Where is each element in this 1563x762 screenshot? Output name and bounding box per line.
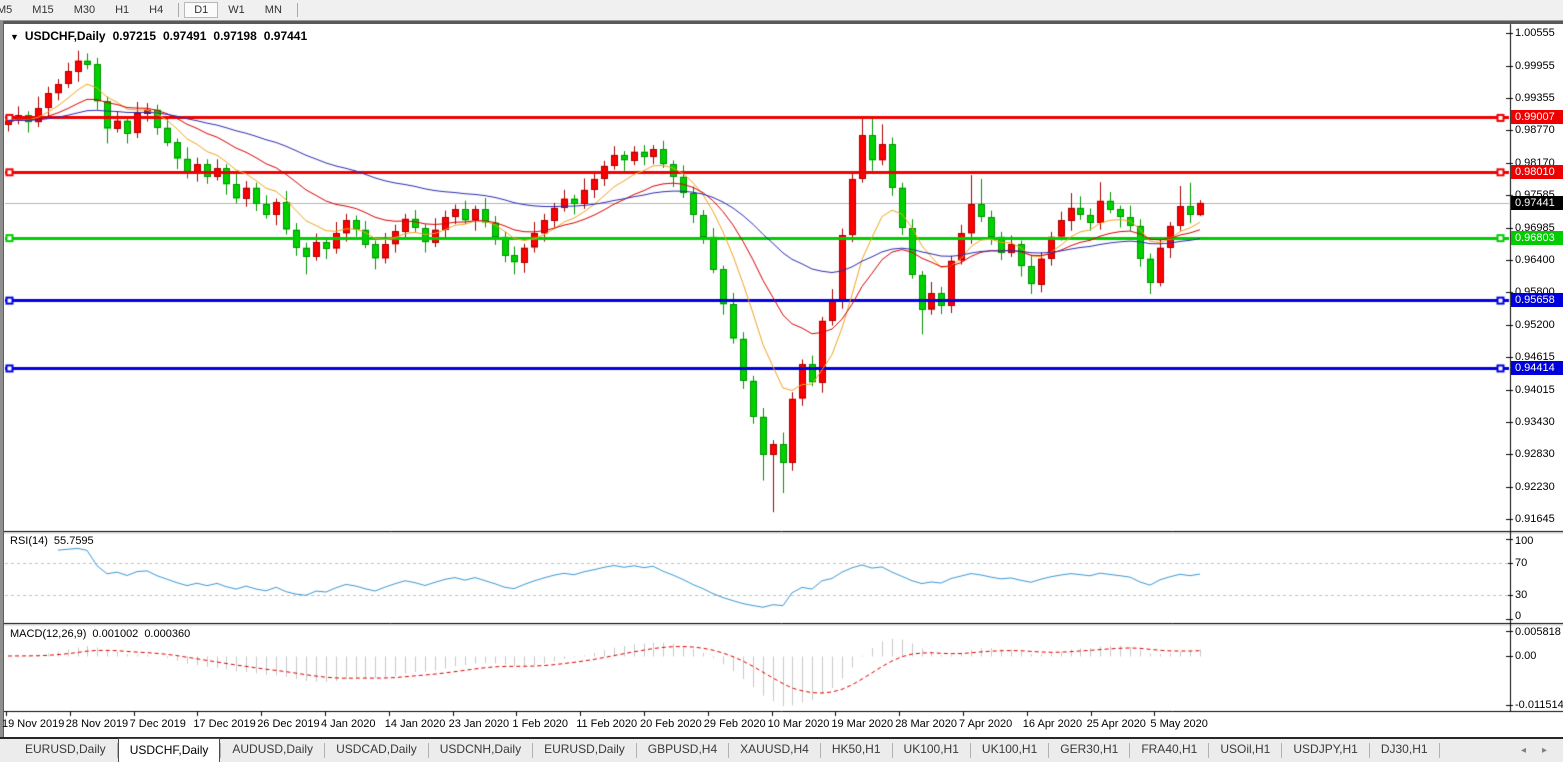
price-line-badge: 0.96803 bbox=[1511, 230, 1563, 245]
price-line-badge: 0.94414 bbox=[1511, 360, 1563, 375]
price-axis-label: 0.92230 bbox=[1515, 481, 1555, 494]
tab-separator bbox=[1281, 743, 1283, 758]
price-axis-label: 0.99355 bbox=[1515, 92, 1555, 105]
rsi-axis-label: 100 bbox=[1515, 535, 1534, 547]
price-line-badge: 0.95658 bbox=[1511, 293, 1563, 308]
date-axis-label: 26 Dec 2019 bbox=[257, 718, 320, 730]
rsi-axis-label: 70 bbox=[1515, 557, 1528, 569]
tab-separator bbox=[427, 743, 429, 758]
tab-separator bbox=[1438, 743, 1440, 758]
window-frame-left bbox=[0, 21, 4, 737]
date-axis-label: 19 Mar 2020 bbox=[831, 718, 894, 730]
tab-uk100-h1-10[interactable]: UK100,H1 bbox=[981, 742, 1038, 756]
tab-usoil-h1-13[interactable]: USOil,H1 bbox=[1220, 742, 1271, 756]
price-axis-label: 0.99955 bbox=[1515, 59, 1555, 72]
chart-title-symbol: USDCHF,Daily bbox=[24, 29, 106, 43]
price-axis-label: 0.96400 bbox=[1515, 253, 1555, 266]
tab-hk50-h1-8[interactable]: HK50,H1 bbox=[831, 742, 881, 756]
price-axis-label: 0.94015 bbox=[1515, 383, 1555, 396]
date-axis-label: 17 Dec 2019 bbox=[193, 718, 256, 730]
tab-scroll-left-button[interactable]: ◂ bbox=[1520, 745, 1526, 756]
rsi-indicator-value: 55.7595 bbox=[53, 535, 94, 547]
chart-title-close: 0.97441 bbox=[263, 29, 308, 43]
tab-gbpusd-h4-6[interactable]: GBPUSD,H4 bbox=[647, 742, 718, 756]
date-axis-label: 19 Nov 2019 bbox=[2, 718, 65, 730]
rsi-axis-label: 0 bbox=[1515, 610, 1522, 622]
chart-title-low: 0.97198 bbox=[213, 29, 257, 43]
tab-separator bbox=[1048, 743, 1050, 758]
macd-axis-label: -0.011514 bbox=[1515, 699, 1563, 711]
tab-eurusd-daily-0[interactable]: EURUSD,Daily bbox=[25, 742, 106, 756]
tab-separator bbox=[1368, 743, 1370, 758]
price-line-badge: 0.99007 bbox=[1511, 110, 1563, 125]
date-axis-label: 29 Feb 2020 bbox=[703, 718, 766, 730]
price-axis-label: 0.94615 bbox=[1515, 351, 1555, 363]
tab-usdcnh-daily-4[interactable]: USDCNH,Daily bbox=[439, 742, 522, 756]
price-axis-label: 0.93430 bbox=[1515, 415, 1555, 428]
date-axis-label: 5 May 2020 bbox=[1150, 718, 1208, 730]
tab-separator bbox=[324, 743, 326, 758]
tab-separator bbox=[891, 743, 893, 758]
price-axis-label: 0.91645 bbox=[1515, 513, 1555, 525]
date-axis-label: 14 Jan 2020 bbox=[384, 718, 446, 730]
date-axis-label: 28 Nov 2019 bbox=[65, 718, 129, 730]
tab-separator bbox=[1208, 743, 1210, 758]
tab-separator bbox=[728, 743, 730, 758]
chart-tab-bar: EURUSD,Daily USDCHF,Daily AUDUSD,Daily USDC… bbox=[0, 737, 1563, 762]
date-axis-label: 4 Jan 2020 bbox=[321, 718, 376, 730]
date-axis-label: 1 Feb 2020 bbox=[512, 718, 569, 730]
date-axis-label: 10 Mar 2020 bbox=[767, 718, 830, 730]
tab-usdjpy-h1-14[interactable]: USDJPY,H1 bbox=[1293, 742, 1358, 756]
tab-separator bbox=[116, 743, 118, 758]
tab-separator bbox=[220, 743, 222, 758]
price-axis-label: 1.00555 bbox=[1515, 27, 1555, 39]
date-axis-label: 16 Apr 2020 bbox=[1022, 718, 1083, 730]
macd-indicator-label: MACD(12,26,9) 0.001002 0.000360 bbox=[10, 628, 190, 640]
date-axis-label: 11 Feb 2020 bbox=[576, 718, 638, 730]
tab-dj30-h1-15[interactable]: DJ30,H1 bbox=[1380, 742, 1428, 756]
tab-scroll-right-button[interactable]: ▸ bbox=[1541, 745, 1547, 756]
chart-title: ▼ USDCHF,Daily 0.97215 0.97491 0.97198 0.9744… bbox=[10, 29, 307, 43]
tab-ger30-h1-11[interactable]: GER30,H1 bbox=[1060, 742, 1119, 756]
chart-title-high: 0.97491 bbox=[163, 29, 207, 43]
date-axis-label: 7 Dec 2019 bbox=[129, 718, 186, 730]
macd-axis-label: 0.005818 bbox=[1515, 626, 1561, 638]
tab-usdchf-daily-1[interactable]: USDCHF,Daily bbox=[117, 738, 221, 762]
macd-axis-label: 0.00 bbox=[1515, 650, 1537, 662]
price-line-badge: 0.98010 bbox=[1511, 164, 1563, 179]
tab-separator bbox=[635, 743, 637, 758]
tab-eurusd-daily-5[interactable]: EURUSD,Daily bbox=[544, 742, 625, 756]
date-axis-label: 7 Apr 2020 bbox=[959, 718, 1013, 730]
macd-main-value: 0.001002 bbox=[92, 628, 139, 640]
macd-signal-value: 0.000360 bbox=[144, 628, 191, 640]
tab-audusd-daily-2[interactable]: AUDUSD,Daily bbox=[232, 742, 314, 756]
date-axis-label: 23 Jan 2020 bbox=[448, 718, 510, 730]
date-axis-label: 20 Feb 2020 bbox=[640, 718, 702, 730]
tab-xauusd-h4-7[interactable]: XAUUSD,H4 bbox=[740, 742, 809, 756]
tab-separator bbox=[1129, 743, 1131, 758]
price-axis-label: 0.98770 bbox=[1515, 124, 1555, 137]
tab-separator bbox=[969, 743, 971, 758]
date-axis-label: 28 Mar 2020 bbox=[895, 718, 957, 730]
macd-indicator-name: MACD(12,26,9) bbox=[10, 628, 87, 640]
chart-collapse-icon[interactable]: ▼ bbox=[10, 32, 19, 42]
rsi-axis-label: 30 bbox=[1515, 589, 1528, 601]
tab-fra40-h1-12[interactable]: FRA40,H1 bbox=[1141, 742, 1198, 756]
tab-uk100-h1-9[interactable]: UK100,H1 bbox=[903, 742, 959, 756]
current-price-badge: 0.97441 bbox=[1511, 195, 1563, 210]
tab-scroll-controls: ◂ ▸ bbox=[1513, 739, 1563, 762]
chart-title-open: 0.97215 bbox=[112, 29, 156, 43]
tab-usdcad-daily-3[interactable]: USDCAD,Daily bbox=[336, 742, 417, 756]
tab-separator bbox=[532, 743, 534, 758]
chart-tabs: EURUSD,Daily USDCHF,Daily AUDUSD,Daily USDC… bbox=[0, 738, 1440, 762]
rsi-indicator-label: RSI(14) 55.7595 bbox=[10, 535, 94, 547]
tab-separator bbox=[819, 743, 821, 758]
rsi-indicator-name: RSI(14) bbox=[10, 535, 48, 547]
date-axis-label: 25 Apr 2020 bbox=[1086, 718, 1146, 730]
price-axis-label: 0.95200 bbox=[1515, 319, 1555, 332]
price-axis-label: 0.92830 bbox=[1515, 448, 1555, 461]
